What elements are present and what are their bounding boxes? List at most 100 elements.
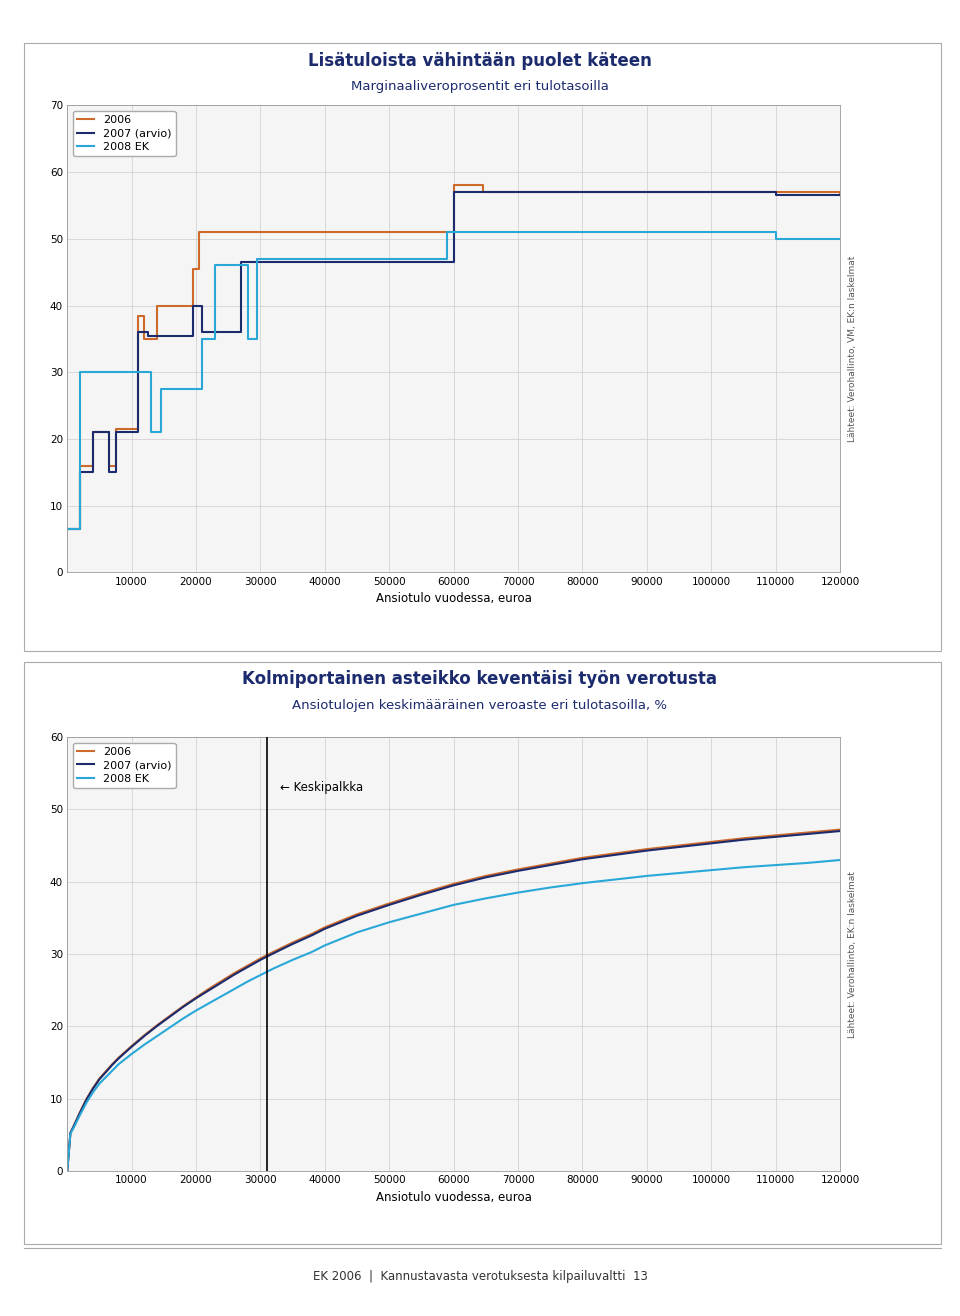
- 2008 EK: [706, 862, 717, 878]
- 2008 EK: [74, 365, 85, 380]
- 2007 (arvio): [641, 842, 653, 858]
- 2006: [164, 1008, 176, 1024]
- 2007 (arvio): [68, 1119, 80, 1134]
- 2007 (arvio): [480, 870, 492, 886]
- 2008 EK: [351, 924, 363, 940]
- 2007 (arvio): [706, 836, 717, 851]
- 2006: [139, 1028, 151, 1044]
- 2008 EK: [209, 258, 221, 274]
- 2006: [268, 944, 279, 959]
- Line: 2008 EK: 2008 EK: [67, 232, 840, 529]
- 2006: [319, 920, 330, 936]
- 2006: [187, 261, 199, 276]
- 2007 (arvio): [477, 184, 489, 200]
- 2006: [126, 1038, 137, 1054]
- 2006: [61, 1163, 73, 1179]
- 2007 (arvio): [61, 521, 73, 537]
- 2006: [194, 261, 205, 276]
- Text: Lähteet: Verohallinto, EK:n laskelmat: Lähteet: Verohallinto, EK:n laskelmat: [848, 871, 857, 1037]
- 2007 (arvio): [100, 1065, 111, 1080]
- 2007 (arvio): [287, 936, 299, 951]
- 2007 (arvio): [119, 1045, 131, 1061]
- 2008 EK: [442, 251, 453, 267]
- 2006: [119, 1044, 131, 1059]
- 2007 (arvio): [94, 1071, 106, 1087]
- 2008 EK: [139, 1037, 151, 1053]
- 2007 (arvio): [290, 254, 301, 270]
- 2006: [447, 178, 459, 193]
- 2007 (arvio): [235, 324, 247, 340]
- 2008 EK: [228, 980, 240, 996]
- 2008 EK: [61, 1163, 73, 1179]
- 2007 (arvio): [447, 254, 459, 270]
- 2007 (arvio): [74, 1104, 85, 1120]
- 2008 EK: [119, 1051, 131, 1067]
- 2007 (arvio): [802, 826, 813, 842]
- 2006: [187, 297, 199, 313]
- 2007 (arvio): [104, 465, 115, 480]
- 2007 (arvio): [109, 424, 121, 440]
- 2006: [513, 862, 524, 878]
- 2008 EK: [197, 382, 208, 397]
- 2008 EK: [577, 875, 588, 891]
- 2007 (arvio): [319, 921, 330, 937]
- 2006: [94, 1071, 106, 1087]
- X-axis label: Ansiotulo vuodessa, euroa: Ansiotulo vuodessa, euroa: [375, 592, 532, 605]
- 2007 (arvio): [87, 424, 99, 440]
- 2008 EK: [94, 1075, 106, 1091]
- 2007 (arvio): [152, 1017, 163, 1033]
- 2006: [706, 834, 717, 850]
- X-axis label: Ansiotulo vuodessa, euroa: Ansiotulo vuodessa, euroa: [375, 1191, 532, 1204]
- Legend: 2006, 2007 (arvio), 2008 EK: 2006, 2007 (arvio), 2008 EK: [73, 111, 176, 157]
- 2007 (arvio): [609, 848, 620, 863]
- 2006: [152, 332, 163, 347]
- 2008 EK: [268, 961, 279, 976]
- 2006: [152, 1017, 163, 1033]
- 2006: [194, 224, 205, 240]
- 2008 EK: [609, 871, 620, 887]
- 2007 (arvio): [447, 184, 459, 200]
- 2006: [447, 224, 459, 240]
- 2007 (arvio): [770, 187, 781, 203]
- 2006: [544, 855, 556, 871]
- 2008 EK: [145, 365, 156, 380]
- 2006: [87, 458, 99, 474]
- 2006: [87, 424, 99, 440]
- 2008 EK: [513, 884, 524, 900]
- 2006: [306, 926, 318, 942]
- 2006: [447, 876, 459, 892]
- 2008 EK: [290, 251, 301, 267]
- 2008 EK: [834, 230, 846, 246]
- 2008 EK: [834, 853, 846, 869]
- 2008 EK: [152, 1028, 163, 1044]
- 2007 (arvio): [132, 424, 144, 440]
- Line: 2007 (arvio): 2007 (arvio): [67, 192, 840, 529]
- 2008 EK: [473, 224, 485, 240]
- Text: Marginaaliveroprosentit eri tulotasoilla: Marginaaliveroprosentit eri tulotasoilla: [351, 80, 609, 93]
- 2006: [416, 886, 427, 901]
- 2006: [107, 1057, 118, 1073]
- 2007 (arvio): [351, 908, 363, 924]
- 2006: [204, 980, 215, 996]
- 2008 EK: [442, 224, 453, 240]
- 2007 (arvio): [383, 898, 395, 913]
- 2007 (arvio): [64, 1125, 76, 1141]
- 2006: [254, 950, 266, 966]
- 2007 (arvio): [513, 863, 524, 879]
- 2007 (arvio): [132, 324, 144, 340]
- 2006: [109, 421, 121, 437]
- 2006: [68, 1119, 80, 1134]
- 2006: [477, 184, 489, 200]
- 2006: [132, 421, 144, 437]
- 2007 (arvio): [197, 297, 208, 313]
- 2006: [132, 308, 144, 324]
- 2007 (arvio): [113, 1050, 125, 1066]
- 2006: [770, 184, 781, 200]
- 2006: [74, 1104, 85, 1120]
- 2008 EK: [306, 944, 318, 959]
- 2008 EK: [473, 224, 485, 240]
- 2006: [242, 958, 253, 974]
- 2008 EK: [64, 1125, 76, 1141]
- 2008 EK: [204, 995, 215, 1011]
- 2007 (arvio): [126, 1038, 137, 1054]
